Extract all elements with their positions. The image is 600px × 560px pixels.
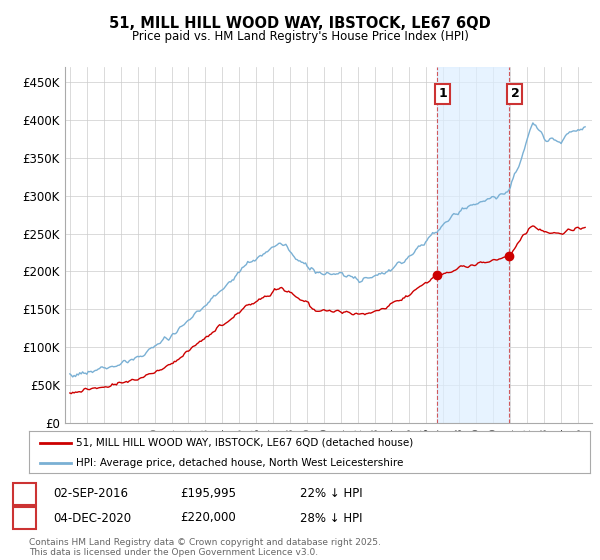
Bar xyxy=(437,67,509,423)
Text: 28% ↓ HPI: 28% ↓ HPI xyxy=(300,511,362,525)
Text: 2: 2 xyxy=(20,511,29,525)
Text: HPI: Average price, detached house, North West Leicestershire: HPI: Average price, detached house, Nort… xyxy=(76,458,404,468)
Text: 2: 2 xyxy=(511,87,520,100)
Text: 1: 1 xyxy=(20,487,29,501)
Text: £195,995: £195,995 xyxy=(180,487,236,501)
Text: 51, MILL HILL WOOD WAY, IBSTOCK, LE67 6QD: 51, MILL HILL WOOD WAY, IBSTOCK, LE67 6Q… xyxy=(109,16,491,31)
Text: Contains HM Land Registry data © Crown copyright and database right 2025.
This d: Contains HM Land Registry data © Crown c… xyxy=(29,538,380,557)
Text: Price paid vs. HM Land Registry's House Price Index (HPI): Price paid vs. HM Land Registry's House … xyxy=(131,30,469,43)
Text: £220,000: £220,000 xyxy=(180,511,236,525)
Text: 02-SEP-2016: 02-SEP-2016 xyxy=(53,487,128,501)
Text: 51, MILL HILL WOOD WAY, IBSTOCK, LE67 6QD (detached house): 51, MILL HILL WOOD WAY, IBSTOCK, LE67 6Q… xyxy=(76,438,414,448)
Text: 04-DEC-2020: 04-DEC-2020 xyxy=(53,511,131,525)
Text: 22% ↓ HPI: 22% ↓ HPI xyxy=(300,487,362,501)
Text: 1: 1 xyxy=(439,87,448,100)
